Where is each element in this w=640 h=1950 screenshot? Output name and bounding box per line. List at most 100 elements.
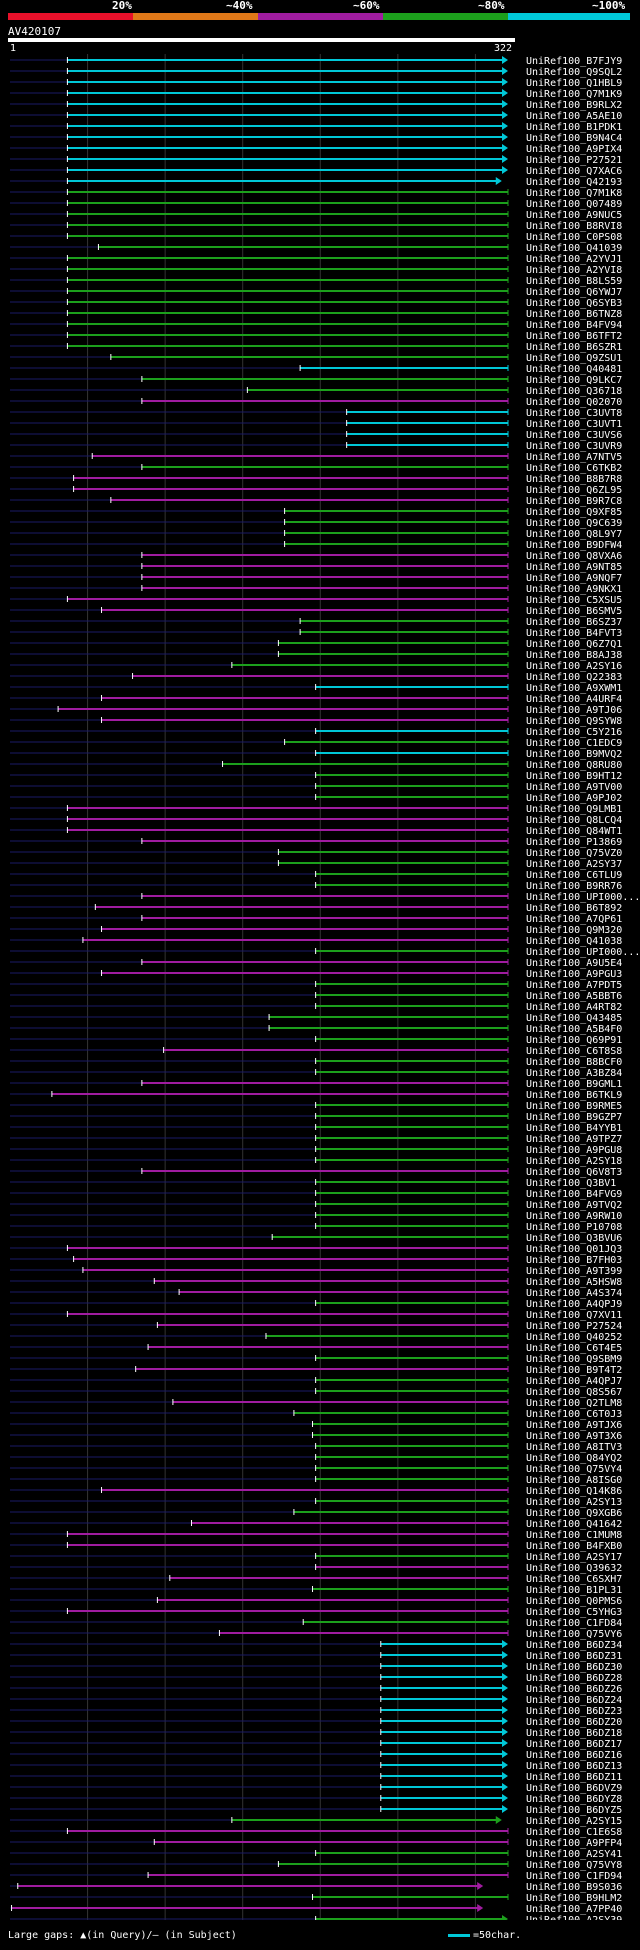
hit-label[interactable]: UniRef100_A4S374 <box>526 1288 622 1299</box>
hit-label[interactable]: UniRef100_A5AE10 <box>526 111 622 122</box>
hit-label[interactable]: UniRef100_A9NKX1 <box>526 584 622 595</box>
hit-label[interactable]: UniRef100_A9TVQ2 <box>526 1200 622 1211</box>
hit-label[interactable]: UniRef100_Q6Z7Q1 <box>526 639 622 650</box>
hit-label[interactable]: UniRef100_B9RME5 <box>526 1101 622 1112</box>
hit-label[interactable]: UniRef100_C5Y216 <box>526 727 622 738</box>
hit-label[interactable]: UniRef100_Q2TLM8 <box>526 1398 622 1409</box>
hit-label[interactable]: UniRef100_Q40252 <box>526 1332 622 1343</box>
hit-label[interactable]: UniRef100_Q07489 <box>526 199 622 210</box>
hit-label[interactable]: UniRef100_A9T399 <box>526 1266 622 1277</box>
hit-label[interactable]: UniRef100_Q8VXA6 <box>526 551 622 562</box>
hit-label[interactable]: UniRef100_A9TJ06 <box>526 705 622 716</box>
hit-label[interactable]: UniRef100_B6DZ30 <box>526 1662 622 1673</box>
hit-label[interactable]: UniRef100_A9TJX6 <box>526 1420 622 1431</box>
hit-label[interactable]: UniRef100_C6SXH7 <box>526 1574 622 1585</box>
hit-label[interactable]: UniRef100_Q43485 <box>526 1013 622 1024</box>
hit-label[interactable]: UniRef100_A7NTV5 <box>526 452 622 463</box>
hit-label[interactable]: UniRef100_Q7M1K8 <box>526 188 622 199</box>
hit-label[interactable]: UniRef100_A4URF4 <box>526 694 622 705</box>
hit-label[interactable]: UniRef100_B9HT12 <box>526 771 622 782</box>
hit-label[interactable]: UniRef100_P27521 <box>526 155 622 166</box>
hit-label[interactable]: UniRef100_Q8L9Y7 <box>526 529 622 540</box>
hit-label[interactable]: UniRef100_B6T892 <box>526 903 622 914</box>
hit-label[interactable]: UniRef100_B9RR76 <box>526 881 622 892</box>
hit-label[interactable]: UniRef100_A9TPZ7 <box>526 1134 622 1145</box>
hit-label[interactable]: UniRef100_Q9XF85 <box>526 507 622 518</box>
hit-label[interactable]: UniRef100_A4QPJ7 <box>526 1376 622 1387</box>
hit-label[interactable]: UniRef100_C3UVR9 <box>526 441 622 452</box>
hit-label[interactable]: UniRef100_A7PDT5 <box>526 980 622 991</box>
hit-label[interactable]: UniRef100_C5YHG3 <box>526 1607 622 1618</box>
hit-label[interactable]: UniRef100_A5B4F0 <box>526 1024 622 1035</box>
hit-label[interactable]: UniRef100_Q22383 <box>526 672 622 683</box>
hit-label[interactable]: UniRef100_C1MUM8 <box>526 1530 622 1541</box>
hit-label[interactable]: UniRef100_A8ITV3 <box>526 1442 622 1453</box>
hit-label[interactable]: UniRef100_Q9XGB6 <box>526 1508 622 1519</box>
hit-label[interactable]: UniRef100_A9NUC5 <box>526 210 622 221</box>
hit-label[interactable]: UniRef100_Q9SQL2 <box>526 67 622 78</box>
hit-label[interactable]: UniRef100_B9S036 <box>526 1882 622 1893</box>
hit-label[interactable]: UniRef100_Q0PMS6 <box>526 1596 622 1607</box>
hit-label[interactable]: UniRef100_B6DZ31 <box>526 1651 622 1662</box>
hit-label[interactable]: UniRef100_A5BBT6 <box>526 991 622 1002</box>
hit-label[interactable]: UniRef100_B8RVI8 <box>526 221 622 232</box>
hit-label[interactable]: UniRef100_B6DZ16 <box>526 1750 622 1761</box>
hit-label[interactable]: UniRef100_A5HSW8 <box>526 1277 622 1288</box>
hit-label[interactable]: UniRef100_A7PP40 <box>526 1904 622 1915</box>
hit-label[interactable]: UniRef100_Q41039 <box>526 243 622 254</box>
hit-label[interactable]: UniRef100_Q9ZSU1 <box>526 353 622 364</box>
hit-label[interactable]: UniRef100_C6TLU9 <box>526 870 622 881</box>
hit-label[interactable]: UniRef100_Q69P91 <box>526 1035 622 1046</box>
hit-label[interactable]: UniRef100_Q8RU80 <box>526 760 622 771</box>
hit-label[interactable]: UniRef100_C1E6S8 <box>526 1827 622 1838</box>
hit-label[interactable]: UniRef100_A9PJ02 <box>526 793 622 804</box>
hit-label[interactable]: UniRef100_B6DZ34 <box>526 1640 622 1651</box>
hit-label[interactable]: UniRef100_B9MVQ2 <box>526 749 622 760</box>
hit-label[interactable]: UniRef100_B7FJY9 <box>526 56 622 67</box>
hit-label[interactable]: UniRef100_Q39632 <box>526 1563 622 1574</box>
hit-label[interactable]: UniRef100_B4YYB1 <box>526 1123 622 1134</box>
hit-label[interactable]: UniRef100_C0PS08 <box>526 232 622 243</box>
hit-label[interactable]: UniRef100_A9PIX4 <box>526 144 622 155</box>
hit-label[interactable]: UniRef100_C5XSU5 <box>526 595 622 606</box>
hit-label[interactable]: UniRef100_C1EDC9 <box>526 738 622 749</box>
hit-label[interactable]: UniRef100_Q75VY6 <box>526 1629 622 1640</box>
hit-label[interactable]: UniRef100_A9NT85 <box>526 562 622 573</box>
hit-label[interactable]: UniRef100_Q9SYW8 <box>526 716 622 727</box>
hit-label[interactable]: UniRef100_A9T3X6 <box>526 1431 622 1442</box>
hit-label[interactable]: UniRef100_Q42193 <box>526 177 622 188</box>
hit-label[interactable]: UniRef100_A9NQF7 <box>526 573 622 584</box>
hit-label[interactable]: UniRef100_UPI000... <box>526 947 640 958</box>
hit-label[interactable]: UniRef100_Q6ZL95 <box>526 485 622 496</box>
hit-label[interactable]: UniRef100_A2SY15 <box>526 1816 622 1827</box>
hit-label[interactable]: UniRef100_B6DZ28 <box>526 1673 622 1684</box>
hit-label[interactable]: UniRef100_Q02070 <box>526 397 622 408</box>
hit-label[interactable]: UniRef100_B1PDK1 <box>526 122 622 133</box>
hit-label[interactable]: UniRef100_A2SY39 <box>526 1915 622 1920</box>
hit-label[interactable]: UniRef100_Q8S567 <box>526 1387 622 1398</box>
hit-label[interactable]: UniRef100_B6DVZ9 <box>526 1783 622 1794</box>
hit-label[interactable]: UniRef100_C3UVS6 <box>526 430 622 441</box>
hit-label[interactable]: UniRef100_B6TKL9 <box>526 1090 622 1101</box>
hit-label[interactable]: UniRef100_A9PGU3 <box>526 969 622 980</box>
hit-label[interactable]: UniRef100_B6DZ26 <box>526 1684 622 1695</box>
hit-label[interactable]: UniRef100_Q3BVU6 <box>526 1233 622 1244</box>
hit-label[interactable]: UniRef100_B6DZ18 <box>526 1728 622 1739</box>
hit-label[interactable]: UniRef100_A9XWM1 <box>526 683 622 694</box>
hit-label[interactable]: UniRef100_B4FVG9 <box>526 1189 622 1200</box>
hit-label[interactable]: UniRef100_B6DZ13 <box>526 1761 622 1772</box>
hit-label[interactable]: UniRef100_C6T8S8 <box>526 1046 622 1057</box>
hit-label[interactable]: UniRef100_C6T4E5 <box>526 1343 622 1354</box>
hit-label[interactable]: UniRef100_Q84YQ2 <box>526 1453 622 1464</box>
hit-label[interactable]: UniRef100_B8BCF0 <box>526 1057 622 1068</box>
hit-label[interactable]: UniRef100_Q6SYB3 <box>526 298 622 309</box>
hit-label[interactable]: UniRef100_Q1HBL9 <box>526 78 622 89</box>
hit-label[interactable]: UniRef100_Q6YWJ7 <box>526 287 622 298</box>
hit-label[interactable]: UniRef100_A9PFP4 <box>526 1838 622 1849</box>
hit-label[interactable]: UniRef100_B9DFW4 <box>526 540 622 551</box>
hit-label[interactable]: UniRef100_A9U5E4 <box>526 958 622 969</box>
hit-label[interactable]: UniRef100_A2SY18 <box>526 1156 622 1167</box>
hit-label[interactable]: UniRef100_B8AJ38 <box>526 650 622 661</box>
hit-label[interactable]: UniRef100_Q14K86 <box>526 1486 622 1497</box>
hit-label[interactable]: UniRef100_B6DZ23 <box>526 1706 622 1717</box>
